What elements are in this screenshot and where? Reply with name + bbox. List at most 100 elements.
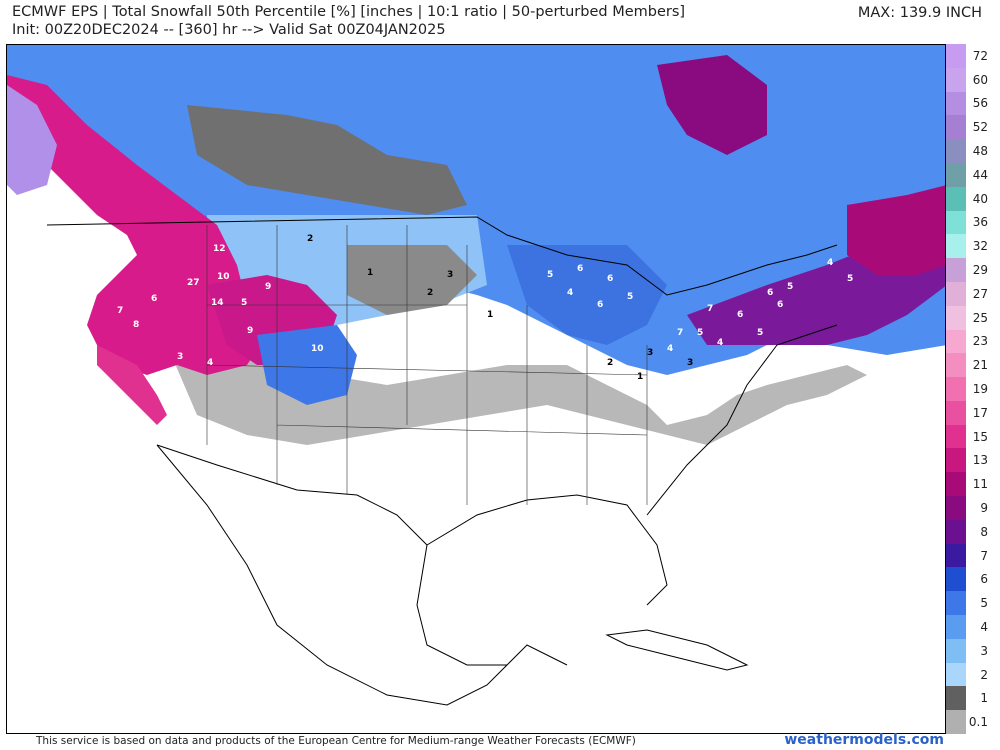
- map-value: 6: [607, 274, 613, 284]
- map-value: 5: [757, 328, 763, 338]
- map-value: 5: [627, 292, 633, 302]
- colorbar-tick-label: 32: [972, 239, 988, 254]
- cuba-outline: [605, 629, 749, 671]
- map-value: 5: [241, 298, 247, 308]
- colorbar-tick-label: 23: [972, 334, 988, 349]
- snow-region-hudson: [657, 55, 767, 155]
- header: ECMWF EPS | Total Snowfall 50th Percenti…: [0, 0, 1000, 44]
- map-value: 4: [567, 288, 573, 298]
- colorbar-swatch: [946, 543, 966, 568]
- colorbar-swatch: [946, 424, 966, 449]
- colorbar-tick-label: 40: [972, 191, 988, 206]
- map-value: 4: [667, 344, 673, 354]
- map-value: 6: [577, 264, 583, 274]
- colorbar-tick-label: 56: [972, 96, 988, 111]
- colorbar-tick-label: 29: [972, 263, 988, 278]
- snow-region-greatlakes: [507, 245, 667, 345]
- map-value: 6: [767, 288, 773, 298]
- map-value: 7: [677, 328, 683, 338]
- map-value: 6: [777, 300, 783, 310]
- map-title: ECMWF EPS | Total Snowfall 50th Percenti…: [12, 4, 686, 20]
- snow-value-labels: 12 10 27 14 9 9 10 7 8 6 5 4 3 2 1 6 5 4…: [117, 234, 853, 382]
- borders: [46, 216, 838, 706]
- max-value-label: MAX: 139.9 INCH: [857, 5, 982, 21]
- colorbar-swatch: [946, 615, 966, 640]
- map-value: 5: [547, 270, 553, 280]
- map-value: 2: [307, 234, 313, 244]
- colorbar-swatch: [946, 329, 966, 354]
- colorbar-tick-label: 21: [972, 358, 988, 373]
- map-subtitle: Init: 00Z20DEC2024 -- [360] hr --> Valid…: [12, 22, 446, 38]
- map-value: 7: [117, 306, 123, 316]
- colorbar-swatch: [946, 139, 966, 164]
- colorbar-swatch: [946, 472, 966, 497]
- colorbar-ticks: 72 60 56 52 48 44 40 36 32 29 27 25 23 21 19 17 15 13 11 9 8…: [966, 44, 1000, 734]
- colorbar-tick-label: 9: [980, 500, 988, 515]
- colorbar-tick-label: 44: [972, 167, 988, 182]
- map-value: 1: [637, 372, 643, 382]
- colorbar-swatch: [946, 234, 966, 259]
- colorbar-tick-label: 8: [980, 524, 988, 539]
- map-value: 5: [697, 328, 703, 338]
- colorbar-swatch: [946, 567, 966, 592]
- colorbar-tick-label: 17: [972, 405, 988, 420]
- colorbar-swatch: [946, 258, 966, 283]
- map-value: 5: [787, 282, 793, 292]
- colorbar-swatch: [946, 448, 966, 473]
- ecmwf-credit: This service is based on data and produc…: [36, 735, 636, 747]
- colorbar-swatch: [946, 186, 966, 212]
- colorbar-swatch: [946, 377, 966, 402]
- map-value: 4: [827, 258, 833, 268]
- colorbar-swatch: [946, 162, 966, 188]
- colorbar-tick-label: 0.1: [968, 715, 988, 730]
- snow-region-grey-mid: [347, 245, 477, 315]
- map-value: 3: [447, 270, 453, 280]
- map-value: 9: [265, 282, 271, 292]
- map-value: 8: [133, 320, 139, 330]
- map-value: 1: [367, 268, 373, 278]
- snowfall-map: 12 10 27 14 9 9 10 7 8 6 5 4 3 2 1 6 5 4…: [6, 44, 946, 734]
- snow-region-quebec: [847, 185, 945, 275]
- map-value: 5: [847, 274, 853, 284]
- map-value: 10: [217, 272, 230, 282]
- colorbar-tick-label: 27: [972, 286, 988, 301]
- colorbar-swatch: [946, 353, 966, 378]
- colorbar-tick-label: 36: [972, 215, 988, 230]
- brand-link[interactable]: weathermodels.com: [784, 732, 944, 748]
- colorbar-swatch: [946, 115, 966, 140]
- map-value: 3: [177, 352, 183, 362]
- map-value: 1: [487, 310, 493, 320]
- colorbar-tick-label: 48: [972, 144, 988, 159]
- colorbar-tick-label: 60: [972, 72, 988, 87]
- colorbar-tick-label: 25: [972, 310, 988, 325]
- colorbar-swatch: [946, 67, 966, 93]
- mexico-gulf-coast: [416, 544, 507, 666]
- map-value: 6: [737, 310, 743, 320]
- map-value: 3: [647, 348, 653, 358]
- colorbar-swatch: [946, 400, 966, 426]
- atlantic-coast: [646, 324, 838, 516]
- map-value: 6: [597, 300, 603, 310]
- map-value: 2: [427, 288, 433, 298]
- colorbar-tick-label: 7: [980, 548, 988, 563]
- colorbar-swatch: [946, 496, 966, 521]
- map-value: 9: [247, 326, 253, 336]
- colorbar-swatch: [946, 91, 966, 116]
- snow-region-coast: [7, 85, 57, 195]
- map-value: 7: [707, 304, 713, 314]
- colorbar-tick-label: 4: [980, 619, 988, 634]
- map-value: 3: [687, 358, 693, 368]
- colorbar-swatch: [946, 305, 966, 330]
- snow-region-grey-dark: [187, 105, 467, 215]
- colorbar-swatch: [946, 210, 966, 235]
- colorbar-tick-label: 11: [972, 477, 988, 492]
- us-canada-border: [46, 216, 838, 296]
- colorbar-tick-label: 6: [980, 572, 988, 587]
- snow-region-grey-light: [167, 345, 867, 445]
- snow-region-colorado: [257, 325, 357, 405]
- us-mexico-border: [156, 444, 428, 546]
- colorbar-swatch: [946, 281, 966, 307]
- map-canvas: 12 10 27 14 9 9 10 7 8 6 5 4 3 2 1 6 5 4…: [7, 45, 945, 733]
- colorbar-swatch: [946, 44, 966, 69]
- colorbar-swatch: [946, 519, 966, 545]
